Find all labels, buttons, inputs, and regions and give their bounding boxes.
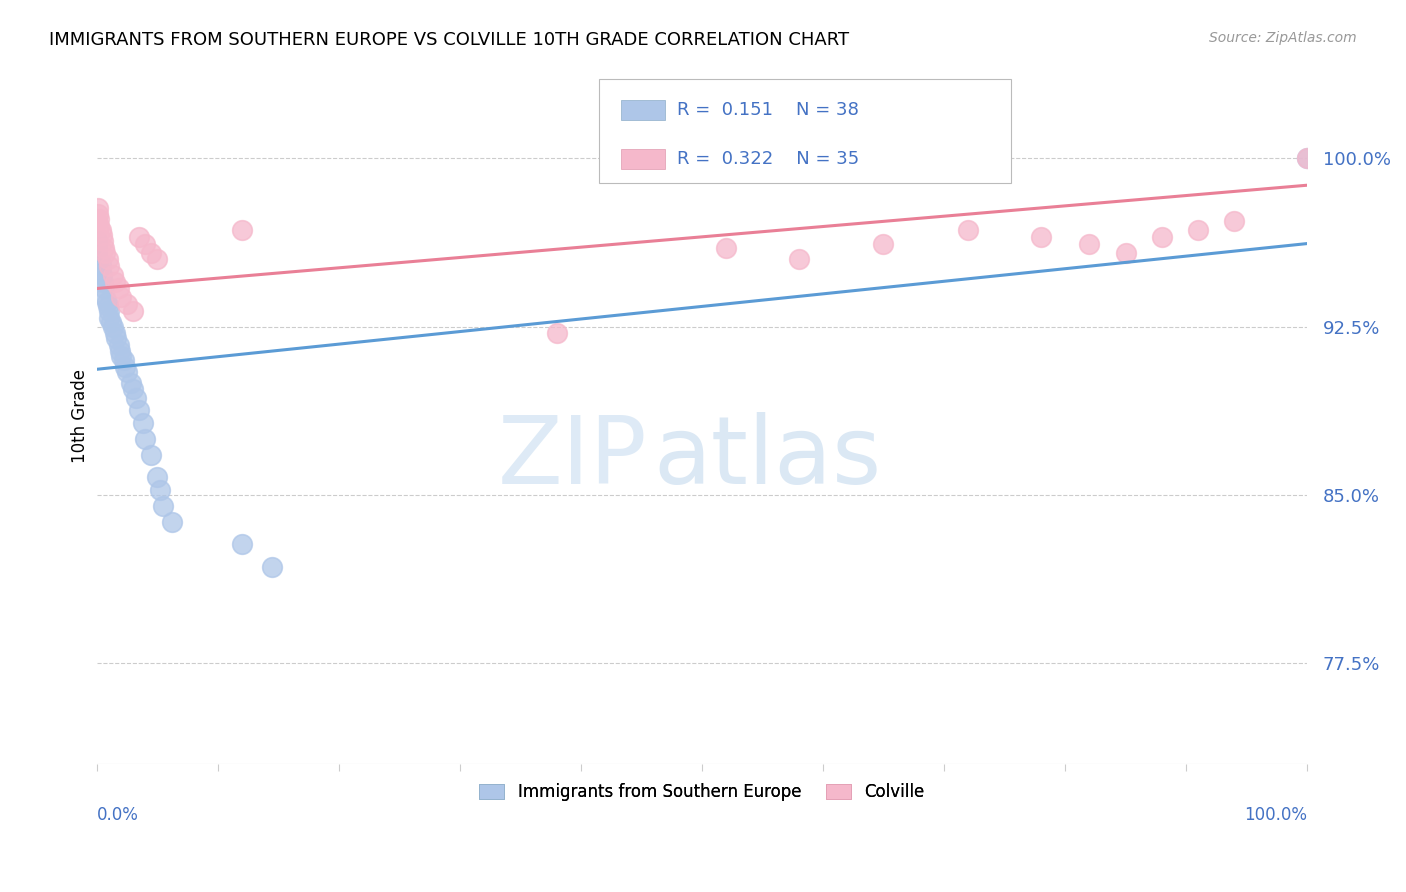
Point bbox=[1223, 214, 1246, 228]
Point bbox=[91, 235, 114, 249]
Point bbox=[93, 241, 115, 255]
Text: IMMIGRANTS FROM SOUTHERN EUROPE VS COLVILLE 10TH GRADE CORRELATION CHART: IMMIGRANTS FROM SOUTHERN EUROPE VS COLVI… bbox=[49, 31, 849, 49]
Point bbox=[90, 263, 112, 277]
Point bbox=[872, 236, 894, 251]
Point bbox=[1029, 230, 1052, 244]
Point bbox=[87, 201, 110, 215]
Point bbox=[134, 432, 156, 446]
Point bbox=[1115, 245, 1137, 260]
Point bbox=[546, 326, 568, 341]
Point bbox=[141, 245, 163, 260]
Point bbox=[101, 319, 124, 334]
Point bbox=[86, 248, 108, 262]
Y-axis label: 10th Grade: 10th Grade bbox=[72, 369, 89, 464]
Point bbox=[87, 207, 110, 221]
Point bbox=[86, 252, 108, 267]
Point bbox=[93, 281, 115, 295]
Text: R =  0.151    N = 38: R = 0.151 N = 38 bbox=[678, 101, 859, 119]
Point bbox=[124, 392, 146, 406]
Point bbox=[91, 275, 114, 289]
Point bbox=[90, 268, 112, 282]
Point bbox=[97, 252, 120, 267]
Point bbox=[128, 230, 150, 244]
Text: Source: ZipAtlas.com: Source: ZipAtlas.com bbox=[1209, 31, 1357, 45]
Point bbox=[112, 353, 135, 368]
Point bbox=[714, 241, 737, 255]
Point bbox=[231, 223, 253, 237]
Point bbox=[97, 300, 120, 314]
Point bbox=[1078, 236, 1101, 251]
Point bbox=[160, 515, 183, 529]
Point bbox=[1296, 151, 1319, 165]
Point bbox=[1296, 151, 1319, 165]
Legend: Immigrants from Southern Europe, Colville: Immigrants from Southern Europe, Colvill… bbox=[472, 777, 931, 808]
Point bbox=[107, 337, 129, 351]
Point bbox=[90, 223, 112, 237]
Point bbox=[128, 402, 150, 417]
Point bbox=[115, 364, 138, 378]
Text: R =  0.322    N = 35: R = 0.322 N = 35 bbox=[678, 150, 859, 168]
Point bbox=[90, 227, 112, 242]
Point bbox=[107, 281, 129, 295]
Point bbox=[90, 257, 112, 271]
Point bbox=[1150, 230, 1173, 244]
Point bbox=[101, 268, 124, 282]
Point bbox=[787, 252, 810, 267]
Point bbox=[262, 559, 284, 574]
Point bbox=[146, 252, 169, 267]
Point bbox=[98, 259, 121, 273]
Point bbox=[94, 290, 117, 304]
Point bbox=[105, 331, 128, 345]
Point bbox=[122, 304, 145, 318]
Point bbox=[110, 290, 132, 304]
Point bbox=[149, 483, 172, 498]
Text: 100.0%: 100.0% bbox=[1244, 806, 1308, 824]
Point bbox=[89, 211, 111, 226]
Point bbox=[115, 297, 138, 311]
Point bbox=[100, 315, 122, 329]
Point bbox=[94, 245, 117, 260]
Point bbox=[132, 416, 155, 430]
Point bbox=[110, 349, 132, 363]
FancyBboxPatch shape bbox=[621, 100, 665, 120]
Point bbox=[122, 383, 145, 397]
Point bbox=[120, 376, 142, 390]
Text: 0.0%: 0.0% bbox=[97, 806, 139, 824]
Point bbox=[98, 310, 121, 325]
Point bbox=[957, 223, 980, 237]
Point bbox=[108, 344, 131, 359]
Point bbox=[104, 326, 127, 341]
Text: atlas: atlas bbox=[654, 412, 882, 504]
Text: ZIP: ZIP bbox=[498, 412, 648, 504]
Point bbox=[1187, 223, 1209, 237]
Point bbox=[104, 275, 127, 289]
Point bbox=[96, 294, 118, 309]
FancyBboxPatch shape bbox=[599, 79, 1011, 184]
Point bbox=[231, 537, 253, 551]
Point bbox=[146, 470, 169, 484]
Point bbox=[89, 219, 111, 233]
Point bbox=[86, 241, 108, 255]
Point bbox=[86, 235, 108, 249]
Point bbox=[152, 499, 174, 513]
Point bbox=[98, 304, 121, 318]
Point bbox=[86, 214, 108, 228]
Point bbox=[141, 448, 163, 462]
Point bbox=[134, 236, 156, 251]
FancyBboxPatch shape bbox=[621, 149, 665, 169]
Point bbox=[114, 359, 136, 374]
